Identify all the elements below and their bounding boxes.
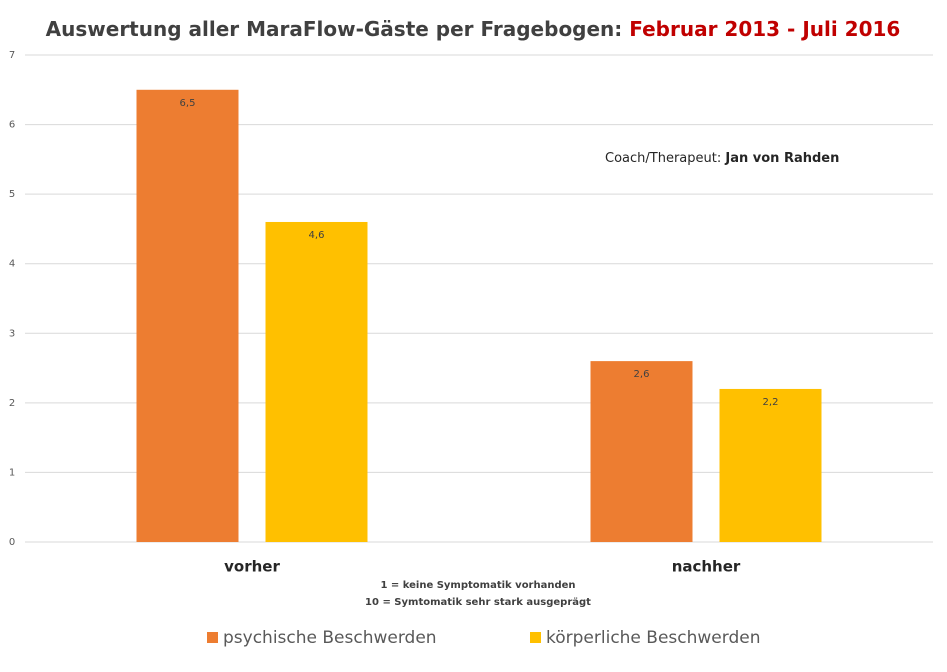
footnote: 10 = Symtomatik sehr stark ausgeprägt [365,597,591,608]
bar [590,361,693,542]
y-tick-label: 5 [9,189,15,200]
legend-label: psychische Beschwerden [223,628,437,648]
bar [719,388,822,542]
y-tick-label: 6 [9,120,15,131]
y-tick-label: 3 [9,328,15,339]
annotation-label: Coach/Therapeut: [605,151,721,166]
value-label: 2,6 [634,369,650,380]
value-label: 6,5 [180,98,196,109]
bar [265,221,368,542]
y-tick-label: 4 [9,259,15,270]
annotation: Coach/Therapeut: Jan von Rahden [605,151,839,166]
annotation-name: Jan von Rahden [724,151,839,166]
value-label: 2,2 [763,397,779,408]
legend-swatch [207,632,218,643]
footnote: 1 = keine Symptomatik vorhanden [380,580,575,591]
x-tick-label: nachher [672,558,741,576]
bar [136,89,239,543]
title-period: Februar 2013 - Juli 2016 [629,17,900,41]
y-tick-label: 0 [9,537,15,548]
x-tick-label: vorher [224,558,280,576]
value-label: 4,6 [309,230,325,241]
chart-title: Auswertung aller MaraFlow-Gäste per Frag… [46,17,901,41]
legend-label: körperliche Beschwerden [546,628,760,648]
title-main: Auswertung aller MaraFlow-Gäste per Frag… [46,17,623,41]
legend-swatch [530,632,541,643]
y-tick-label: 1 [9,467,15,478]
y-tick-label: 2 [9,398,15,409]
y-tick-label: 7 [9,50,15,61]
